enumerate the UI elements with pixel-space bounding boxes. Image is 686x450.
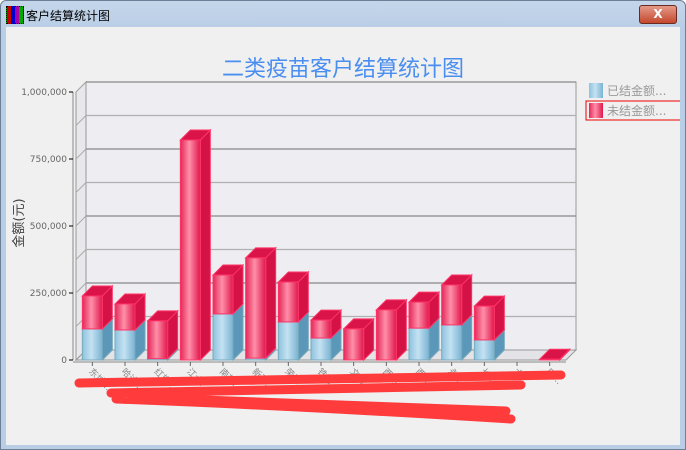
bar-front: [310, 337, 332, 361]
bar-front: [408, 301, 430, 329]
bar-chart: 二类疫苗客户结算统计图 0 250,000 500,000 750,000 1,000,0…: [11, 57, 680, 424]
y-axis-label: 金额(元): [11, 198, 27, 247]
bar-front: [81, 295, 103, 330]
bar-front: [245, 257, 267, 359]
redaction-scribble: [74, 370, 566, 424]
bar-unpaid: [375, 298, 408, 362]
chart-area: 二类疫苗客户结算统计图 0 250,000 500,000 750,000 1,000,0…: [6, 27, 680, 445]
bar-unpaid: [277, 270, 310, 324]
close-button[interactable]: X: [639, 5, 677, 24]
bar-unpaid: [407, 290, 441, 330]
bar-front: [277, 321, 299, 361]
chart-title: 二类疫苗客户结算统计图: [222, 57, 464, 82]
title-bar[interactable]: 客户结算统计图 X: [1, 1, 685, 27]
legend-label-1: 未结金额...: [607, 103, 666, 118]
bar-unpaid: [179, 128, 212, 362]
bar-front: [81, 328, 103, 361]
bar-unpaid: [211, 263, 245, 316]
gridline-side: [75, 115, 87, 126]
bar-front: [408, 327, 430, 361]
y-tick-label: 500,000: [30, 222, 67, 232]
bar-front: [114, 329, 136, 361]
legend-swatch-0: [589, 83, 603, 98]
bar-side: [265, 246, 277, 360]
gridline-side: [75, 182, 87, 193]
y-tick-label: 750,000: [30, 155, 67, 165]
y-tick-label: 250,000: [30, 289, 67, 299]
bar-front: [473, 305, 495, 341]
bar-unpaid: [81, 284, 114, 331]
bar-front: [114, 303, 136, 331]
bar-front: [212, 313, 234, 361]
legend-highlight: [585, 100, 680, 121]
bar-front: [375, 309, 397, 361]
bar-front: [277, 281, 299, 323]
y-tick-label: 0: [61, 356, 67, 366]
bar-front: [473, 339, 495, 361]
bar-unpaid: [342, 317, 375, 362]
bar-front: [179, 139, 201, 361]
gridline-side: [75, 215, 87, 227]
bar-front: [441, 284, 463, 326]
bar-unpaid: [440, 273, 473, 327]
bar-front: [147, 320, 169, 360]
gridline-side: [75, 148, 87, 160]
window-title: 客户结算统计图: [26, 9, 111, 23]
chart-app-icon: [6, 6, 24, 24]
bar-front: [310, 319, 332, 339]
bar-front: [212, 274, 234, 315]
gridline-side: [75, 282, 87, 294]
legend-swatch-1: [589, 103, 603, 118]
gridline-side: [75, 249, 87, 260]
bar-front: [343, 328, 365, 361]
y-tick-label: 1,000,000: [21, 88, 67, 98]
gridline-side: [75, 81, 87, 93]
bar-front: [441, 324, 463, 361]
bar-unpaid: [244, 246, 277, 360]
bar-side: [199, 128, 211, 362]
bar-unpaid: [309, 308, 343, 340]
bar-unpaid: [113, 292, 147, 332]
legend-label-0: 已结金额...: [607, 83, 666, 98]
bar-unpaid: [538, 347, 571, 362]
bar-unpaid: [146, 309, 179, 360]
bar-front: [539, 358, 561, 361]
bar-unpaid: [473, 294, 506, 342]
